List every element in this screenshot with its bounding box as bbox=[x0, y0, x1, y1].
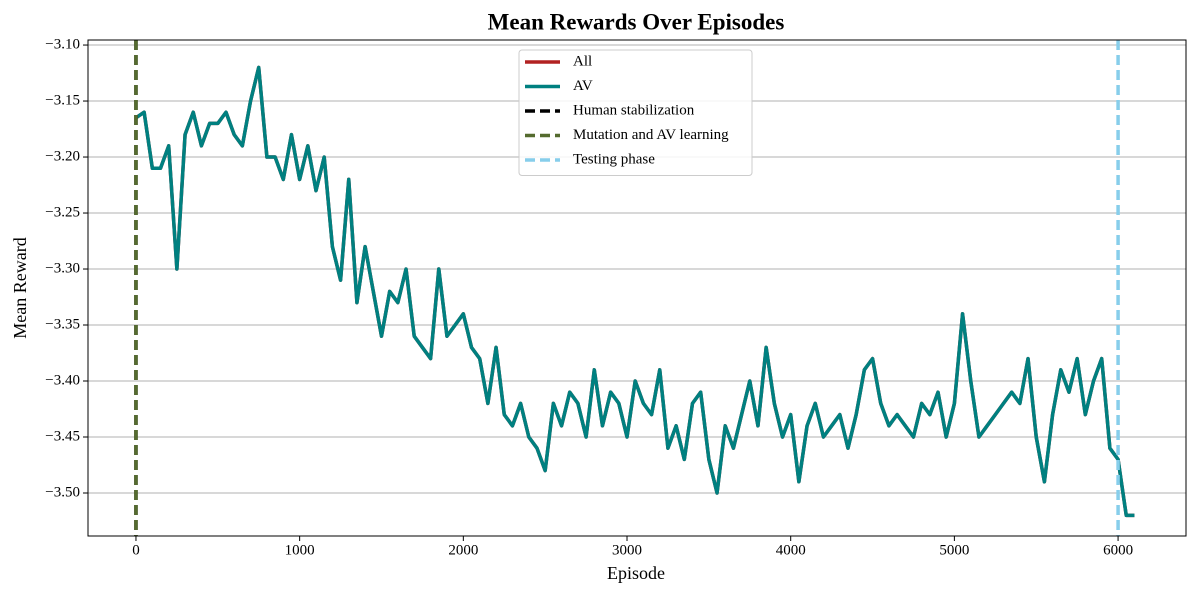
legend-label: AV bbox=[573, 78, 593, 94]
x-tick-label: 3000 bbox=[612, 542, 642, 558]
legend-label: Mutation and AV learning bbox=[573, 127, 729, 143]
y-tick-label: −3.50 bbox=[45, 484, 80, 500]
series-line bbox=[134, 65, 1135, 518]
x-tick-label: 0 bbox=[132, 542, 140, 558]
x-tick-label: 1000 bbox=[285, 542, 315, 558]
y-tick-label: −3.45 bbox=[45, 428, 80, 444]
plot-frame bbox=[87, 39, 1187, 537]
x-axis-label: Episode bbox=[607, 563, 665, 583]
legend-box bbox=[518, 49, 753, 176]
y-tick-label: −3.10 bbox=[45, 36, 80, 52]
legend-label: Testing phase bbox=[573, 151, 655, 167]
y-axis-label: Mean Reward bbox=[10, 237, 30, 338]
y-tick-label: −3.20 bbox=[45, 148, 80, 164]
legend-label: Human stabilization bbox=[573, 102, 695, 118]
x-tick-label: 5000 bbox=[939, 542, 969, 558]
y-tick-label: −3.30 bbox=[45, 260, 80, 276]
y-tick-label: −3.25 bbox=[45, 204, 80, 220]
y-tick-label: −3.35 bbox=[45, 316, 80, 332]
x-tick-label: 2000 bbox=[448, 542, 478, 558]
x-tick-label: 6000 bbox=[1103, 542, 1133, 558]
x-tick-label: 4000 bbox=[776, 542, 806, 558]
y-tick-label: −3.40 bbox=[45, 372, 80, 388]
legend-label: All bbox=[573, 53, 592, 69]
y-tick-label: −3.15 bbox=[45, 92, 80, 108]
chart-title: Mean Rewards Over Episodes bbox=[488, 9, 785, 34]
